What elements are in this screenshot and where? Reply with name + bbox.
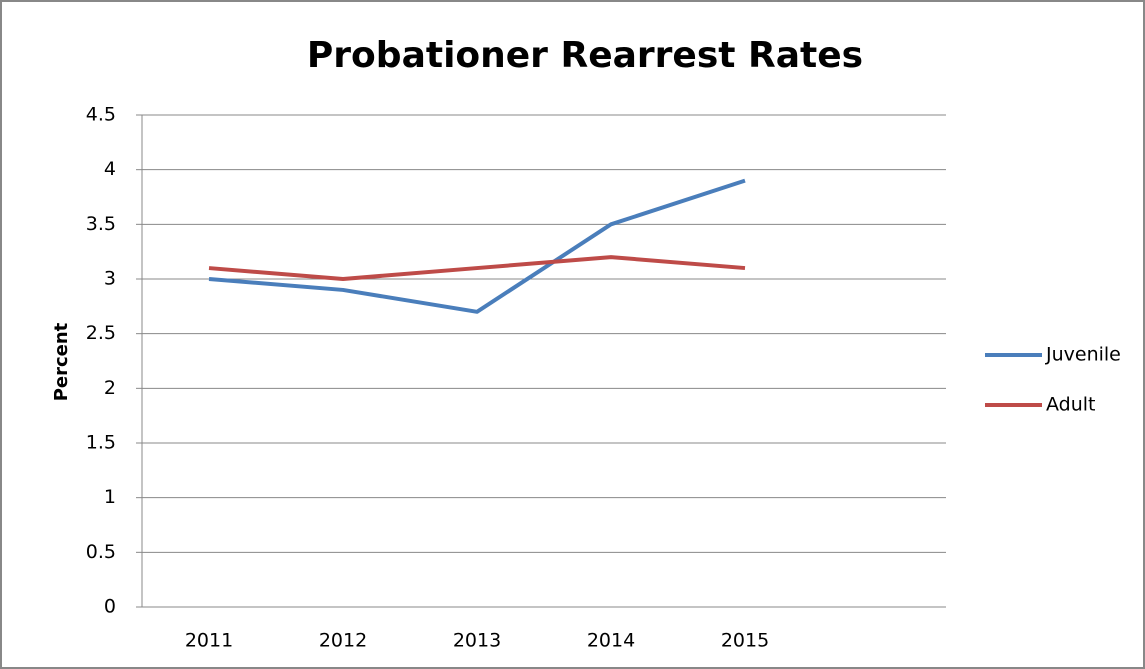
x-tick-label: 2012 <box>319 630 367 652</box>
y-tick-label: 1 <box>104 486 116 508</box>
legend-label: Juvenile <box>1045 344 1121 366</box>
y-tick-label: 3.5 <box>86 213 116 235</box>
y-tick-label: 3 <box>104 268 116 290</box>
y-axis-label: Percent <box>51 322 72 401</box>
x-tick-label: 2013 <box>453 630 501 652</box>
line-series <box>208 178 746 314</box>
y-tick-label: 0.5 <box>86 541 116 563</box>
chart-title: Probationer Rearrest Rates <box>307 35 863 76</box>
y-tick-label: 2.5 <box>86 322 116 344</box>
y-tick-label: 4.5 <box>86 104 116 126</box>
y-tick-label: 2 <box>104 377 116 399</box>
x-tick-label: 2015 <box>721 630 769 652</box>
legend-label: Adult <box>1046 394 1096 416</box>
line-series <box>208 255 746 281</box>
y-tick-label: 0 <box>104 596 116 618</box>
y-tick-label: 4 <box>104 158 116 180</box>
x-tick-label: 2014 <box>587 630 635 652</box>
x-tick-label: 2011 <box>185 630 233 652</box>
y-tick-label: 1.5 <box>86 432 116 454</box>
